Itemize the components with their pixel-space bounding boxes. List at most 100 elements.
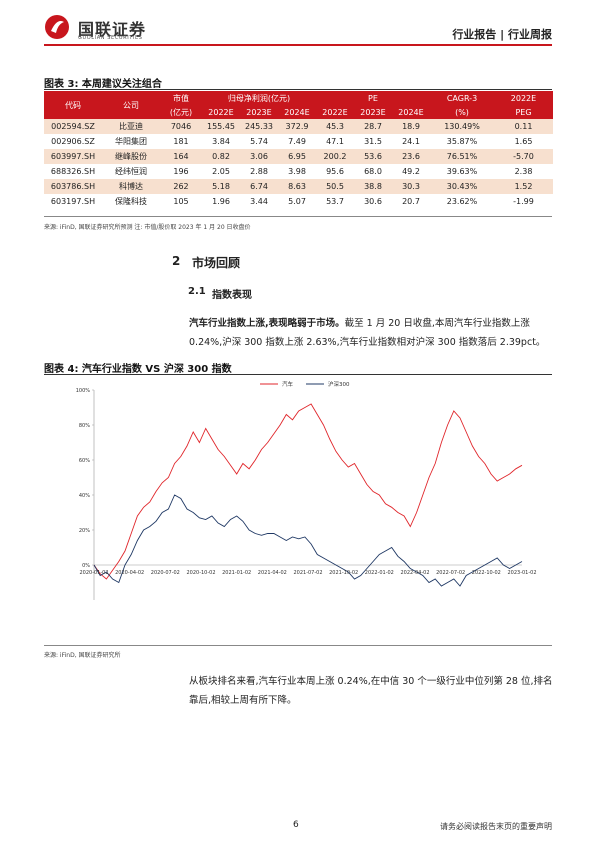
cell-code: 603997.SH [44,149,102,164]
cell-pe2: 53.6 [354,149,392,164]
cell-mcap: 181 [160,134,202,149]
cell-p3: 8.63 [278,179,316,194]
portfolio-table: 代码 公司 市值 归母净利润(亿元) PE CAGR-3 2022E (亿元) … [44,91,553,209]
cell-p3: 3.98 [278,164,316,179]
cell-p1: 5.18 [202,179,240,194]
col-pe-2024: 2024E [392,105,430,119]
cell-company: 华阳集团 [102,134,160,149]
cell-cagr: 30.43% [430,179,494,194]
y-tick-label: 40% [79,493,90,499]
cell-pe1: 95.6 [316,164,354,179]
cell-p1: 1.96 [202,194,240,209]
chart-caption: 图表 4: 汽车行业指数 VS 沪深 300 指数 [44,360,232,375]
col-profit-2023: 2023E [240,105,278,119]
subsection-number: 2.1 [188,286,206,297]
cell-p3: 5.07 [278,194,316,209]
cell-pe3: 23.6 [392,149,430,164]
cell-p3: 372.9 [278,119,316,134]
header-divider [44,44,552,46]
col-company: 公司 [102,91,160,119]
cell-mcap: 164 [160,149,202,164]
table-source-note: 来源: iFinD, 国联证券研究所预测 注: 市值/股价取 2023 年 1 … [44,222,251,231]
cell-cagr: 23.62% [430,194,494,209]
cell-pe3: 20.7 [392,194,430,209]
table-caption: 图表 3: 本周建议关注组合 [44,75,162,90]
cell-pe2: 31.5 [354,134,392,149]
section-title: 市场回顾 [192,254,240,271]
cell-code: 603786.SH [44,179,102,194]
index-comparison-chart: 汽车 沪深300 0% 20% 40% 60% 80% 100% 2020-01-02 2020… [44,380,553,642]
series-line-0 [94,404,522,579]
paragraph-sector-ranking: 从板块排名来看,汽车行业本周上涨 0.24%,在中信 30 个一级行业中位列第 … [189,672,553,710]
x-tick-label: 2020-01-02 [79,570,108,576]
section-number: 2 [172,254,180,268]
col-pe: PE [316,91,430,105]
col-peg-year: 2022E [494,91,553,105]
cell-pe1: 50.5 [316,179,354,194]
cell-pe1: 53.7 [316,194,354,209]
col-peg: PEG [494,105,553,119]
cell-pe2: 38.8 [354,179,392,194]
cell-pe2: 68.0 [354,164,392,179]
cell-peg: -5.70 [494,149,553,164]
cell-p3: 6.95 [278,149,316,164]
cell-cagr: 35.87% [430,134,494,149]
col-cagr: CAGR-3 [430,91,494,105]
chart-caption-divider [44,374,552,375]
cell-code: 002594.SZ [44,119,102,134]
cell-pe1: 47.1 [316,134,354,149]
cell-peg: 2.38 [494,164,553,179]
col-cagr-unit: (%) [430,105,494,119]
cell-p2: 3.06 [240,149,278,164]
x-tick-label: 2022-07-02 [436,570,465,576]
cell-code: 688326.SH [44,164,102,179]
cell-pe2: 30.6 [354,194,392,209]
cell-p2: 6.74 [240,179,278,194]
cell-pe3: 30.3 [392,179,430,194]
cell-company: 比亚迪 [102,119,160,134]
chart-bottom-border [44,645,552,646]
x-tick-label: 2020-04-02 [115,570,144,576]
y-tick-label: 60% [79,458,90,464]
report-type: 行业报告 | 行业周报 [452,26,552,42]
cell-pe2: 28.7 [354,119,392,134]
cell-pe3: 18.9 [392,119,430,134]
y-tick-label: 20% [79,528,90,534]
cell-pe1: 45.3 [316,119,354,134]
x-tick-label: 2022-04-02 [400,570,429,576]
col-pe-2023: 2023E [354,105,392,119]
legend-label-0: 汽车 [282,380,294,388]
table-row: 603997.SH 继峰股份 164 0.82 3.06 6.95 200.2 53.6 23.… [44,149,553,164]
guolian-logo-icon [44,14,70,40]
cell-p2: 3.44 [240,194,278,209]
cell-p1: 155.45 [202,119,240,134]
cell-mcap: 262 [160,179,202,194]
col-pe-2022: 2022E [316,105,354,119]
cell-peg: -1.99 [494,194,553,209]
table-row: 603786.SH 科博达 262 5.18 6.74 8.63 50.5 38.8 30.3 3… [44,179,553,194]
paragraph-index-performance: 汽车行业指数上涨,表现略弱于市场。截至 1 月 20 日收盘,本周汽车行业指数上… [189,314,553,352]
x-tick-label: 2022-01-02 [365,570,394,576]
table-bottom-border [44,216,552,217]
x-tick-label: 2020-07-02 [151,570,180,576]
cell-peg: 1.52 [494,179,553,194]
cell-mcap: 7046 [160,119,202,134]
x-tick-label: 2022-10-02 [472,570,501,576]
cell-code: 603197.SH [44,194,102,209]
y-tick-label: 80% [79,423,90,429]
col-profit-2024: 2024E [278,105,316,119]
brand-name-en: GUOLIAN SECURITIES [78,35,143,41]
x-tick-label: 2021-01-02 [222,570,251,576]
col-mcap-unit: (亿元) [160,105,202,119]
y-tick-label: 0% [82,563,90,569]
footer-disclaimer: 请务必阅读报告末页的重要声明 [440,821,552,832]
cell-p1: 2.05 [202,164,240,179]
cell-cagr: 39.63% [430,164,494,179]
x-tick-label: 2021-10-02 [329,570,358,576]
x-tick-label: 2020-10-02 [186,570,215,576]
col-profit-2022: 2022E [202,105,240,119]
cell-cagr: 130.49% [430,119,494,134]
cell-p1: 0.82 [202,149,240,164]
legend-label-1: 沪深300 [328,380,350,388]
x-tick-label: 2021-07-02 [293,570,322,576]
